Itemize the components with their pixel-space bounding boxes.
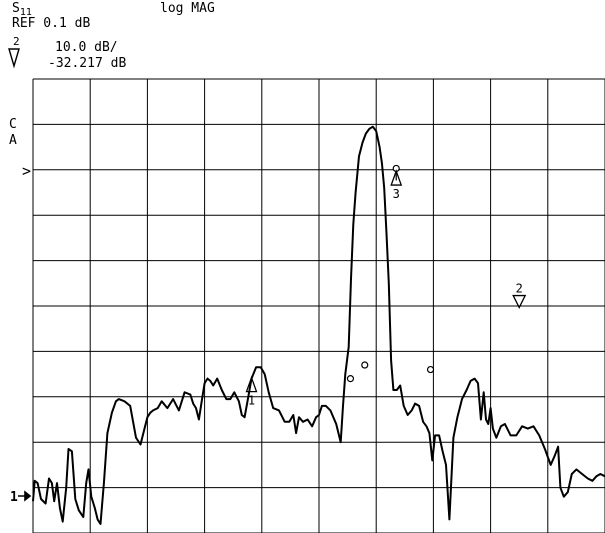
channel-one-arrow-icon [18,490,32,502]
marker-2-triangle [512,294,527,309]
active-marker-number: 2 [13,35,20,48]
scale-label: 10.0 dB/ [55,40,118,55]
marker-value-label: -32.217 dB [48,56,127,71]
format-label: log MAG [160,1,215,16]
marker-1-label: 1 [248,394,255,408]
parameter-sub: 11 [19,7,32,18]
parameter-label: S11 [12,1,32,18]
plot-grid [32,78,605,533]
trace-line-1 [32,125,605,525]
marker-1-triangle [245,375,258,393]
trace-circle-mark [426,365,435,374]
marker-3-label: 3 [393,187,400,201]
active-marker-icon [8,48,20,69]
channel-one-label: 1 [10,490,18,505]
trace-circle-mark [361,361,369,369]
reference-pointer: > [22,162,31,180]
trace-layer [32,125,605,525]
marker-layer: 1 2 3 [245,164,527,408]
marker-3-triangle [390,169,403,186]
channel-c-label: C [9,117,17,132]
marker-2-label: 2 [516,282,523,296]
reference-label: REF 0.1 dB [12,16,91,31]
channel-a-label: A [9,133,17,148]
trace-circle-mark [346,375,355,383]
parameter-main: S [12,1,20,16]
